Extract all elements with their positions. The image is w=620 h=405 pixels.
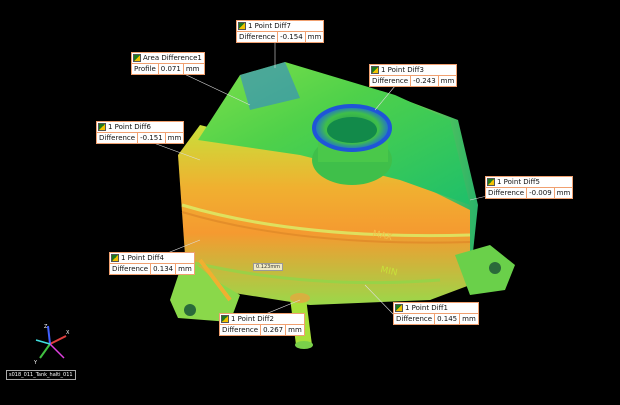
embossed-min: MIN <box>379 265 398 278</box>
axis-y-label: Y <box>33 360 38 366</box>
embossed-max: MAX <box>371 229 393 243</box>
axis-triad-icon[interactable]: X Y Z <box>28 322 72 366</box>
measurement-icon <box>395 304 403 312</box>
callout-1-point-diff7[interactable]: 1 Point Diff7 Difference -0.154 mm <box>236 20 325 43</box>
measurement-icon <box>238 22 246 30</box>
tank-left-edge <box>240 62 300 110</box>
measurement-icon <box>371 66 379 74</box>
measurement-icon <box>133 54 141 62</box>
part-name-label: s018_011_Tank_halti_011 <box>6 370 76 380</box>
axis-x-label: X <box>66 330 70 336</box>
mid-measurement-label: 0.123mm <box>253 263 284 271</box>
measurement-icon <box>487 178 495 186</box>
callout-1-point-diff5[interactable]: 1 Point Diff5 Difference -0.009 mm <box>485 176 574 199</box>
measurement-icon <box>111 254 119 262</box>
tank-front-body <box>178 125 470 305</box>
callout-1-point-diff4[interactable]: 1 Point Diff4 Difference 0.134 mm <box>109 252 195 275</box>
measurement-icon <box>98 123 106 131</box>
axis-z-label: Z <box>44 324 48 330</box>
measurement-icon <box>221 315 229 323</box>
callout-1-point-diff2[interactable]: 1 Point Diff2 Difference 0.267 mm <box>219 313 305 336</box>
callout-1-point-diff3[interactable]: 1 Point Diff3 Difference -0.243 mm <box>369 64 458 87</box>
right-bracket <box>455 245 515 295</box>
callout-1-point-diff6[interactable]: 1 Point Diff6 Difference -0.151 mm <box>96 121 185 144</box>
callout-1-point-diff1[interactable]: 1 Point Diff1 Difference 0.145 mm <box>393 302 479 325</box>
callout-area-difference1[interactable]: Area Difference1 Profile 0.071 mm <box>131 52 205 75</box>
